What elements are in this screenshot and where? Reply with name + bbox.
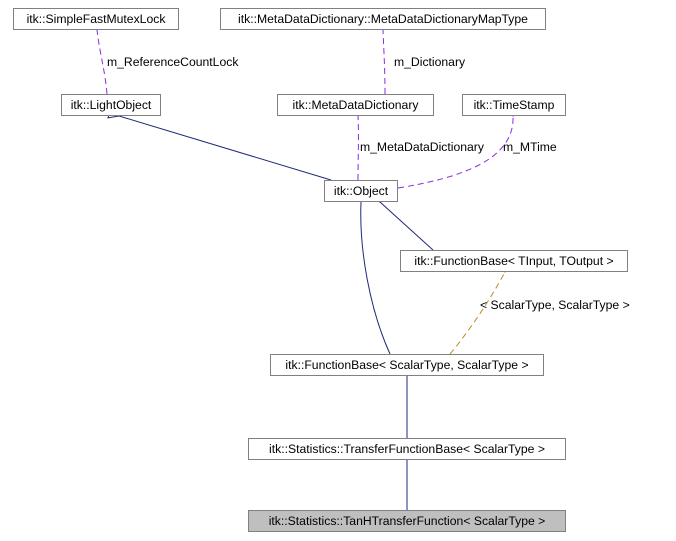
node-label: itk::TimeStamp	[474, 98, 555, 112]
node-label: itk::FunctionBase< ScalarType, ScalarTyp…	[285, 358, 528, 372]
node-label: itk::Statistics::TransferFunctionBase< S…	[269, 442, 545, 456]
node-funcBaseT[interactable]: itk::FunctionBase< TInput, TOutput >	[400, 250, 628, 272]
edge-label-scalarInst: < ScalarType, ScalarType >	[480, 298, 630, 312]
node-label: itk::SimpleFastMutexLock	[27, 12, 166, 26]
node-label: itk::FunctionBase< TInput, TOutput >	[414, 254, 613, 268]
edge-label-metaDataDictionary: m_MetaDataDictionary	[360, 140, 484, 154]
node-object[interactable]: itk::Object	[324, 180, 398, 202]
node-transferBase[interactable]: itk::Statistics::TransferFunctionBase< S…	[248, 438, 566, 460]
node-lightObject[interactable]: itk::LightObject	[61, 94, 161, 116]
node-label: itk::LightObject	[71, 98, 152, 112]
node-label: itk::Statistics::TanHTransferFunction< S…	[269, 514, 546, 528]
node-simpleMutex[interactable]: itk::SimpleFastMutexLock	[13, 8, 179, 30]
edge-label-mtime: m_MTime	[503, 140, 557, 154]
node-mapType[interactable]: itk::MetaDataDictionary::MetaDataDiction…	[220, 8, 546, 30]
node-label: itk::MetaDataDictionary	[293, 98, 419, 112]
node-timeStamp[interactable]: itk::TimeStamp	[462, 94, 566, 116]
node-label: itk::MetaDataDictionary::MetaDataDiction…	[238, 12, 528, 26]
node-tanH[interactable]: itk::Statistics::TanHTransferFunction< S…	[248, 510, 566, 532]
edge-label-dictionary: m_Dictionary	[394, 55, 465, 69]
node-metaDict[interactable]: itk::MetaDataDictionary	[277, 94, 434, 116]
edge-label-refCountLock: m_ReferenceCountLock	[107, 55, 238, 69]
inheritance-diagram: itk::SimpleFastMutexLockitk::MetaDataDic…	[0, 0, 676, 541]
node-label: itk::Object	[334, 184, 388, 198]
node-funcBaseScalar[interactable]: itk::FunctionBase< ScalarType, ScalarTyp…	[270, 354, 544, 376]
